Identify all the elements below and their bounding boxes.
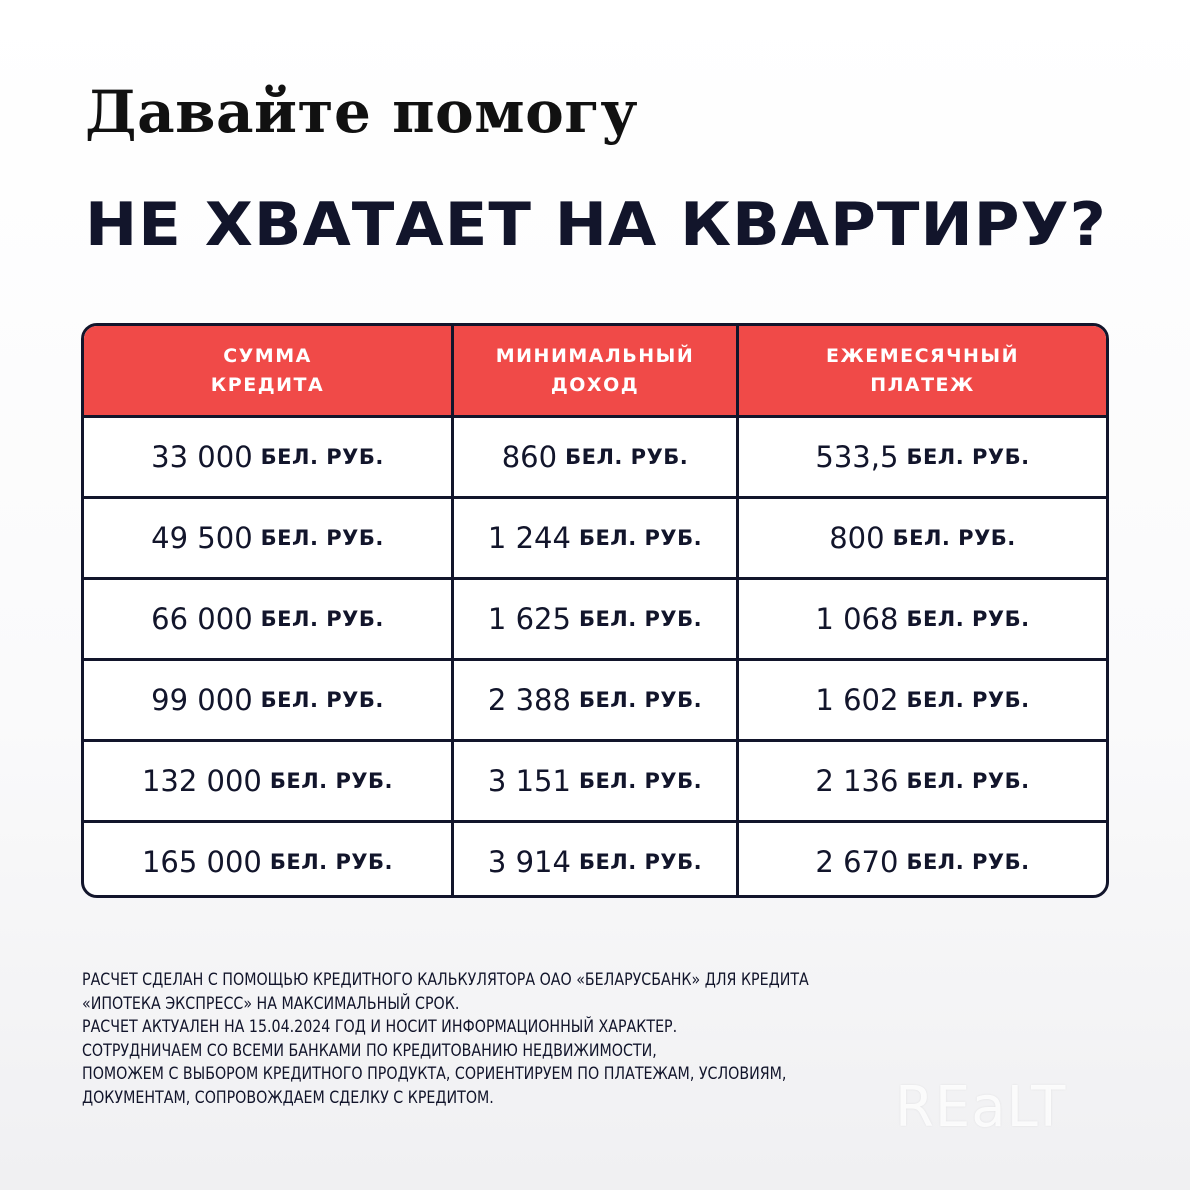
cell-value: 3 914 xyxy=(487,845,571,879)
cell-value: 132 000 xyxy=(141,764,262,798)
cell-unit: БЕЛ. РУБ. xyxy=(578,607,703,631)
cell-unit: БЕЛ. РУБ. xyxy=(260,688,384,712)
header-min-income: МИНИМАЛЬНЫЙ ДОХОД xyxy=(454,326,739,415)
table-row: 165 000 БЕЛ. РУБ. 3 914 БЕЛ. РУБ. 2 670 БЕЛ. … xyxy=(84,820,1106,895)
cell-unit: БЕЛ. РУБ. xyxy=(906,850,1030,874)
cell-value: 1 244 xyxy=(487,521,571,555)
cell-unit: БЕЛ. РУБ. xyxy=(269,850,394,874)
cell-value: 860 xyxy=(501,440,558,474)
footnote-line: РАСЧЕТ АКТУАЛЕН НА 15.04.2024 ГОД И НОСИ… xyxy=(82,1017,678,1037)
cell-min-income: 2 388 БЕЛ. РУБ. xyxy=(454,661,739,739)
cell-value: 533,5 xyxy=(815,440,899,474)
cell-min-income: 860 БЕЛ. РУБ. xyxy=(454,418,739,496)
cell-monthly-payment: 2 136 БЕЛ. РУБ. xyxy=(739,742,1106,820)
cell-unit: БЕЛ. РУБ. xyxy=(260,607,384,631)
cell-unit: БЕЛ. РУБ. xyxy=(906,769,1030,793)
cell-min-income: 3 914 БЕЛ. РУБ. xyxy=(454,823,739,895)
table-header-row: СУММА КРЕДИТА МИНИМАЛЬНЫЙ ДОХОД ЕЖЕМЕСЯЧ… xyxy=(84,326,1106,415)
cell-loan-amount: 165 000 БЕЛ. РУБ. xyxy=(84,823,454,895)
cell-unit: БЕЛ. РУБ. xyxy=(260,445,384,469)
cell-loan-amount: 33 000 БЕЛ. РУБ. xyxy=(84,418,454,496)
cell-loan-amount: 49 500 БЕЛ. РУБ. xyxy=(84,499,454,577)
cell-unit: БЕЛ. РУБ. xyxy=(906,607,1030,631)
cell-value: 1 068 xyxy=(815,602,899,636)
cell-unit: БЕЛ. РУБ. xyxy=(565,445,689,469)
cell-loan-amount: 132 000 БЕЛ. РУБ. xyxy=(84,742,454,820)
cell-value: 49 500 xyxy=(151,521,253,555)
cell-unit: БЕЛ. РУБ. xyxy=(578,526,703,550)
header-monthly-payment: ЕЖЕМЕСЯЧНЫЙ ПЛАТЕЖ xyxy=(825,344,1020,396)
cell-monthly-payment: 800 БЕЛ. РУБ. xyxy=(739,499,1106,577)
cell-min-income: 1 244 БЕЛ. РУБ. xyxy=(454,499,739,577)
footnote-line: ПОМОЖЕМ С ВЫБОРОМ КРЕДИТНОГО ПРОДУКТА, С… xyxy=(82,1064,787,1084)
cell-unit: БЕЛ. РУБ. xyxy=(260,526,384,550)
cell-value: 3 151 xyxy=(487,764,571,798)
cell-unit: БЕЛ. РУБ. xyxy=(578,769,703,793)
cell-value: 99 000 xyxy=(151,683,253,717)
cell-unit: БЕЛ. РУБ. xyxy=(892,526,1016,550)
table-row: 132 000 БЕЛ. РУБ. 3 151 БЕЛ. РУБ. 2 136 БЕЛ. … xyxy=(84,739,1106,820)
cell-value: 1 625 xyxy=(487,602,571,636)
cell-value: 33 000 xyxy=(151,440,253,474)
cell-value: 2 136 xyxy=(815,764,899,798)
title-line-2: НЕ ХВАТАЕТ НА КВАРТИРУ? xyxy=(85,190,1107,260)
title-line-1: Давайте помогу xyxy=(85,78,638,146)
cell-loan-amount: 66 000 БЕЛ. РУБ. xyxy=(84,580,454,658)
footnote-line: ДОКУМЕНТАМ, СОПРОВОЖДАЕМ СДЕЛКУ С КРЕДИТ… xyxy=(82,1087,494,1108)
cell-min-income: 3 151 БЕЛ. РУБ. xyxy=(454,742,739,820)
cell-monthly-payment: 2 670 БЕЛ. РУБ. xyxy=(739,823,1106,895)
table-row: 33 000 БЕЛ. РУБ. 860 БЕЛ. РУБ. 533,5 БЕЛ. РУБ… xyxy=(84,415,1106,496)
cell-value: 2 388 xyxy=(487,683,571,717)
cell-unit: БЕЛ. РУБ. xyxy=(578,688,703,712)
footnote-line: РАСЧЕТ СДЕЛАН С ПОМОЩЬЮ КРЕДИТНОГО КАЛЬК… xyxy=(82,970,809,990)
cell-value: 800 xyxy=(829,521,885,555)
cell-monthly-payment: 533,5 БЕЛ. РУБ. xyxy=(739,418,1106,496)
cell-monthly-payment: 1 068 БЕЛ. РУБ. xyxy=(739,580,1106,658)
cell-monthly-payment: 1 602 БЕЛ. РУБ. xyxy=(739,661,1106,739)
cell-unit: БЕЛ. РУБ. xyxy=(578,850,703,874)
table-row: 49 500 БЕЛ. РУБ. 1 244 БЕЛ. РУБ. 800 БЕЛ. РУБ… xyxy=(84,496,1106,577)
header-loan-amount: СУММА КРЕДИТА xyxy=(84,326,454,415)
cell-loan-amount: 99 000 БЕЛ. РУБ. xyxy=(84,661,454,739)
cell-value: 165 000 xyxy=(141,845,262,879)
realt-watermark-logo: REaLT xyxy=(895,1075,1067,1140)
cell-unit: БЕЛ. РУБ. xyxy=(906,688,1030,712)
cell-min-income: 1 625 БЕЛ. РУБ. xyxy=(454,580,739,658)
cell-unit: БЕЛ. РУБ. xyxy=(269,769,394,793)
loan-table: СУММА КРЕДИТА МИНИМАЛЬНЫЙ ДОХОД ЕЖЕМЕСЯЧ… xyxy=(81,323,1109,898)
table-row: 99 000 БЕЛ. РУБ. 2 388 БЕЛ. РУБ. 1 602 БЕЛ. Р… xyxy=(84,658,1106,739)
footnote-line: СОТРУДНИЧАЕМ СО ВСЕМИ БАНКАМИ ПО КРЕДИТО… xyxy=(82,1040,657,1061)
cell-unit: БЕЛ. РУБ. xyxy=(906,445,1030,469)
cell-value: 2 670 xyxy=(815,845,899,879)
cell-value: 1 602 xyxy=(815,683,899,717)
footnote-line: «ИПОТЕКА ЭКСПРЕСС» НА МАКСИМАЛЬНЫЙ СРОК. xyxy=(82,993,460,1014)
table-row: 66 000 БЕЛ. РУБ. 1 625 БЕЛ. РУБ. 1 068 БЕЛ. Р… xyxy=(84,577,1106,658)
cell-value: 66 000 xyxy=(151,602,253,636)
footnote: РАСЧЕТ СДЕЛАН С ПОМОЩЬЮ КРЕДИТНОГО КАЛЬК… xyxy=(82,969,1059,1110)
